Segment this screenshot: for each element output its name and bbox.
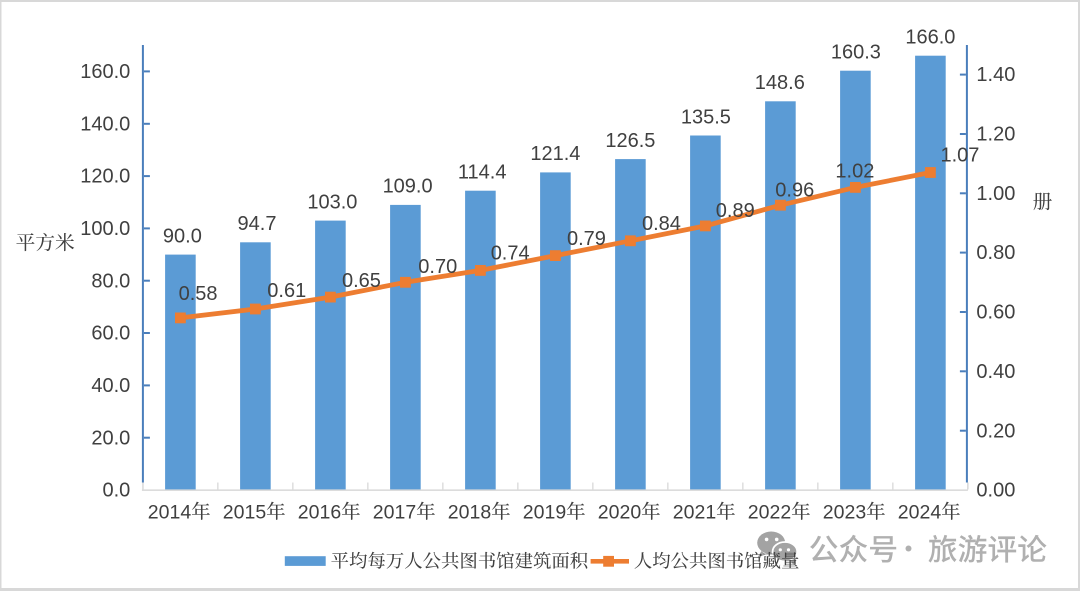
svg-text:1.00: 1.00 — [976, 183, 1015, 205]
svg-text:2021: 2021 — [673, 501, 716, 523]
svg-text:0.84: 0.84 — [642, 213, 681, 235]
svg-text:1.07: 1.07 — [941, 144, 980, 166]
svg-text:2018: 2018 — [448, 501, 491, 523]
svg-text:1.02: 1.02 — [835, 161, 874, 183]
svg-text:2022: 2022 — [748, 501, 791, 523]
svg-text:2015: 2015 — [223, 501, 267, 523]
svg-text:0.74: 0.74 — [491, 243, 530, 265]
svg-text:2019: 2019 — [523, 501, 566, 523]
svg-text:60.0: 60.0 — [91, 323, 130, 345]
svg-text:0.61: 0.61 — [267, 280, 306, 302]
svg-text:114.4: 114.4 — [458, 162, 507, 184]
svg-text:109.0: 109.0 — [383, 176, 433, 198]
svg-text:0.80: 0.80 — [976, 242, 1015, 264]
svg-text:103.0: 103.0 — [307, 191, 357, 213]
svg-text:94.7: 94.7 — [238, 213, 277, 235]
svg-text:0.20: 0.20 — [976, 420, 1015, 442]
svg-text:160.0: 160.0 — [80, 61, 130, 83]
svg-text:1.20: 1.20 — [976, 124, 1015, 146]
svg-text:40.0: 40.0 — [91, 375, 130, 397]
svg-text:120.0: 120.0 — [80, 166, 130, 188]
svg-text:2023: 2023 — [823, 501, 866, 523]
svg-text:80.0: 80.0 — [91, 270, 130, 292]
svg-text:0.65: 0.65 — [342, 270, 381, 292]
svg-text:0.60: 0.60 — [976, 302, 1015, 324]
svg-text:121.4: 121.4 — [530, 143, 580, 165]
svg-text:2020: 2020 — [598, 501, 642, 523]
svg-text:135.5: 135.5 — [681, 106, 731, 128]
svg-text:148.6: 148.6 — [755, 72, 805, 94]
svg-text:0.58: 0.58 — [179, 283, 218, 305]
svg-text:0.0: 0.0 — [102, 480, 130, 502]
svg-text:140.0: 140.0 — [80, 113, 130, 135]
svg-text:166.0: 166.0 — [905, 27, 955, 49]
svg-text:0.00: 0.00 — [976, 480, 1015, 502]
svg-text:1.40: 1.40 — [976, 64, 1015, 86]
svg-text:90.0: 90.0 — [163, 225, 202, 247]
svg-text:2017: 2017 — [373, 501, 416, 523]
svg-text:0.70: 0.70 — [418, 256, 457, 278]
svg-text:160.3: 160.3 — [831, 42, 881, 64]
svg-text:100.0: 100.0 — [80, 218, 130, 240]
svg-text:20.0: 20.0 — [91, 427, 130, 449]
svg-text:0.79: 0.79 — [567, 228, 606, 250]
svg-text:126.5: 126.5 — [605, 130, 655, 152]
svg-text:0.40: 0.40 — [976, 361, 1015, 383]
svg-text:0.96: 0.96 — [775, 180, 814, 202]
svg-text:2024: 2024 — [898, 501, 942, 523]
svg-text:0.89: 0.89 — [716, 200, 755, 222]
svg-text:2014: 2014 — [148, 501, 192, 523]
svg-text:2016: 2016 — [298, 501, 341, 523]
